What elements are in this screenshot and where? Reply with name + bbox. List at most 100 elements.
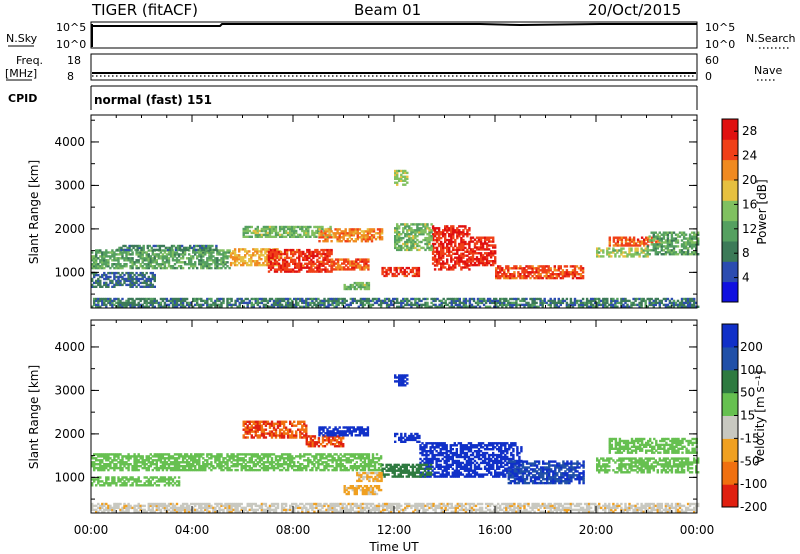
- data-cell: [345, 264, 348, 267]
- data-cell: [165, 253, 169, 256]
- data-cell: [308, 254, 311, 258]
- data-cell: [351, 459, 354, 462]
- data-cell: [280, 453, 284, 456]
- data-cell: [634, 249, 637, 252]
- data-cell: [338, 240, 341, 243]
- data-cell: [171, 301, 175, 305]
- data-cell: [329, 455, 332, 458]
- data-cell: [440, 236, 443, 240]
- data-cell: [475, 263, 479, 267]
- data-cell: [300, 266, 303, 269]
- colorbar-swatch: [722, 139, 738, 161]
- data-cell: [650, 303, 653, 307]
- data-cell: [553, 299, 556, 303]
- data-cell: [256, 229, 259, 233]
- data-cell: [95, 463, 98, 466]
- data-cell: [348, 236, 351, 239]
- data-cell: [650, 239, 653, 242]
- data-cell: [310, 260, 313, 263]
- data-cell: [289, 459, 292, 462]
- data-cell: [324, 248, 327, 252]
- data-cell: [233, 252, 237, 255]
- data-cell: [113, 455, 116, 458]
- data-cell: [163, 466, 167, 470]
- data-cell: [161, 453, 165, 456]
- data-cell: [216, 303, 219, 307]
- data-cell: [284, 235, 288, 238]
- data-cell: [549, 301, 552, 305]
- data-cell: [173, 468, 177, 472]
- data-cell: [420, 231, 423, 234]
- data-cell: [192, 461, 195, 464]
- data-cell: [295, 305, 298, 308]
- data-cell: [387, 299, 391, 303]
- data-cell: [559, 271, 562, 274]
- data-cell: [349, 301, 352, 305]
- data-cell: [173, 297, 177, 301]
- data-cell: [260, 258, 263, 261]
- data-cell: [315, 468, 318, 472]
- data-cell: [367, 466, 371, 470]
- data-cell: [357, 465, 360, 468]
- data-cell: [266, 301, 270, 305]
- data-cell: [141, 466, 144, 470]
- data-cell: [264, 256, 267, 259]
- data-cell: [158, 244, 162, 248]
- data-cell: [256, 231, 259, 235]
- data-cell: [408, 229, 411, 232]
- data-cell: [367, 297, 371, 301]
- data-cell: [539, 273, 542, 276]
- data-cell: [278, 235, 282, 238]
- data-cell: [327, 468, 330, 472]
- data-cell: [307, 457, 310, 460]
- data-cell: [426, 297, 429, 301]
- data-cell: [303, 305, 306, 308]
- data-cell: [196, 301, 199, 305]
- data-cell: [289, 227, 292, 231]
- data-cell: [335, 299, 338, 303]
- data-cell: [285, 268, 289, 271]
- data-cell: [273, 260, 277, 263]
- data-cell: [662, 231, 666, 234]
- data-cell: [614, 305, 617, 308]
- data-cell: [626, 238, 630, 241]
- data-cell: [288, 262, 291, 265]
- data-cell: [271, 266, 275, 269]
- data-cell: [606, 249, 609, 252]
- data-cell: [481, 246, 485, 249]
- data-cell: [695, 233, 698, 236]
- data-cell: [115, 466, 118, 470]
- data-cell: [113, 253, 116, 256]
- data-cell: [232, 457, 235, 460]
- data-cell: [400, 244, 403, 248]
- data-cell: [246, 436, 249, 439]
- data-cell: [168, 246, 172, 250]
- data-cell: [123, 277, 126, 281]
- data-cell: [268, 233, 272, 237]
- data-cell: [151, 277, 154, 281]
- data-cell: [396, 227, 399, 230]
- data-cell: [539, 265, 542, 268]
- data-cell: [575, 271, 579, 274]
- data-cell: [684, 233, 688, 236]
- data-cell: [660, 253, 663, 256]
- data-cell: [466, 305, 470, 308]
- data-cell: [250, 301, 253, 305]
- data-cell: [357, 299, 360, 303]
- data-cell: [475, 258, 479, 261]
- data-cell: [361, 305, 365, 308]
- data-cell: [256, 430, 259, 433]
- data-cell: [145, 277, 148, 281]
- data-cell: [485, 261, 489, 265]
- data-cell: [250, 466, 253, 470]
- data-cell: [553, 301, 556, 305]
- data-cell: [260, 233, 264, 237]
- data-cell: [286, 233, 290, 237]
- data-cell: [248, 258, 251, 261]
- data-cell: [481, 263, 485, 267]
- data-cell: [291, 457, 294, 460]
- data-cell: [123, 263, 126, 266]
- data-cell: [430, 231, 433, 234]
- data-cell: [324, 234, 327, 237]
- data-cell: [291, 299, 294, 303]
